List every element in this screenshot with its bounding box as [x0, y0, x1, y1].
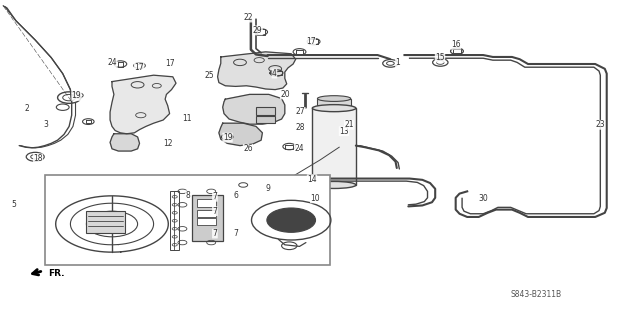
Text: 1: 1	[396, 58, 400, 67]
Text: 20: 20	[280, 90, 290, 99]
Text: 7: 7	[212, 192, 218, 201]
Text: 24: 24	[108, 58, 117, 67]
Text: FR.: FR.	[48, 269, 65, 278]
Text: 5: 5	[12, 200, 17, 209]
Bar	[256, 107, 275, 115]
Text: 7: 7	[212, 229, 218, 238]
Text: 19: 19	[72, 92, 81, 100]
Text: 11: 11	[182, 114, 192, 123]
Text: 15: 15	[435, 53, 445, 62]
Text: 30: 30	[479, 194, 488, 203]
Text: 17: 17	[306, 37, 316, 46]
Bar	[197, 218, 216, 225]
Text: 25: 25	[205, 71, 214, 80]
Bar	[45, 175, 330, 265]
Text: 14: 14	[307, 175, 317, 184]
Ellipse shape	[312, 181, 356, 188]
Text: 17: 17	[165, 60, 175, 68]
Ellipse shape	[312, 105, 356, 112]
Text: 19: 19	[223, 133, 232, 142]
Text: 29: 29	[253, 26, 262, 35]
Text: 3: 3	[44, 120, 49, 129]
Text: 17: 17	[134, 63, 144, 72]
Text: 10: 10	[310, 194, 320, 203]
Text: 21: 21	[344, 120, 354, 129]
Bar	[170, 191, 179, 250]
Text: 4: 4	[272, 69, 277, 78]
Polygon shape	[219, 123, 262, 146]
Bar	[197, 210, 216, 217]
Text: 27: 27	[296, 108, 305, 116]
Text: 16: 16	[451, 40, 461, 49]
Text: 23: 23	[595, 120, 605, 129]
Text: 28: 28	[296, 124, 305, 132]
Text: 9: 9	[266, 184, 271, 193]
Text: 6: 6	[234, 191, 239, 200]
Polygon shape	[218, 52, 296, 90]
Text: 12: 12	[163, 140, 173, 148]
Polygon shape	[223, 94, 285, 124]
Bar	[312, 108, 356, 185]
Bar	[192, 195, 223, 241]
Text: 18: 18	[33, 154, 43, 163]
Text: 13: 13	[339, 127, 349, 136]
Bar	[256, 116, 275, 123]
Text: 26: 26	[243, 144, 253, 153]
Polygon shape	[110, 134, 140, 151]
Text: 8: 8	[186, 191, 190, 200]
Ellipse shape	[317, 96, 351, 101]
Text: 22: 22	[243, 13, 253, 22]
Text: 24: 24	[294, 144, 304, 153]
Bar	[197, 199, 216, 207]
Text: 2: 2	[24, 104, 29, 113]
Bar	[317, 99, 351, 109]
Text: 7: 7	[234, 229, 239, 238]
Bar	[86, 211, 125, 233]
Text: 7: 7	[212, 207, 218, 216]
Text: S843-B2311B: S843-B2311B	[511, 290, 562, 299]
Polygon shape	[110, 75, 176, 134]
Circle shape	[267, 208, 316, 232]
